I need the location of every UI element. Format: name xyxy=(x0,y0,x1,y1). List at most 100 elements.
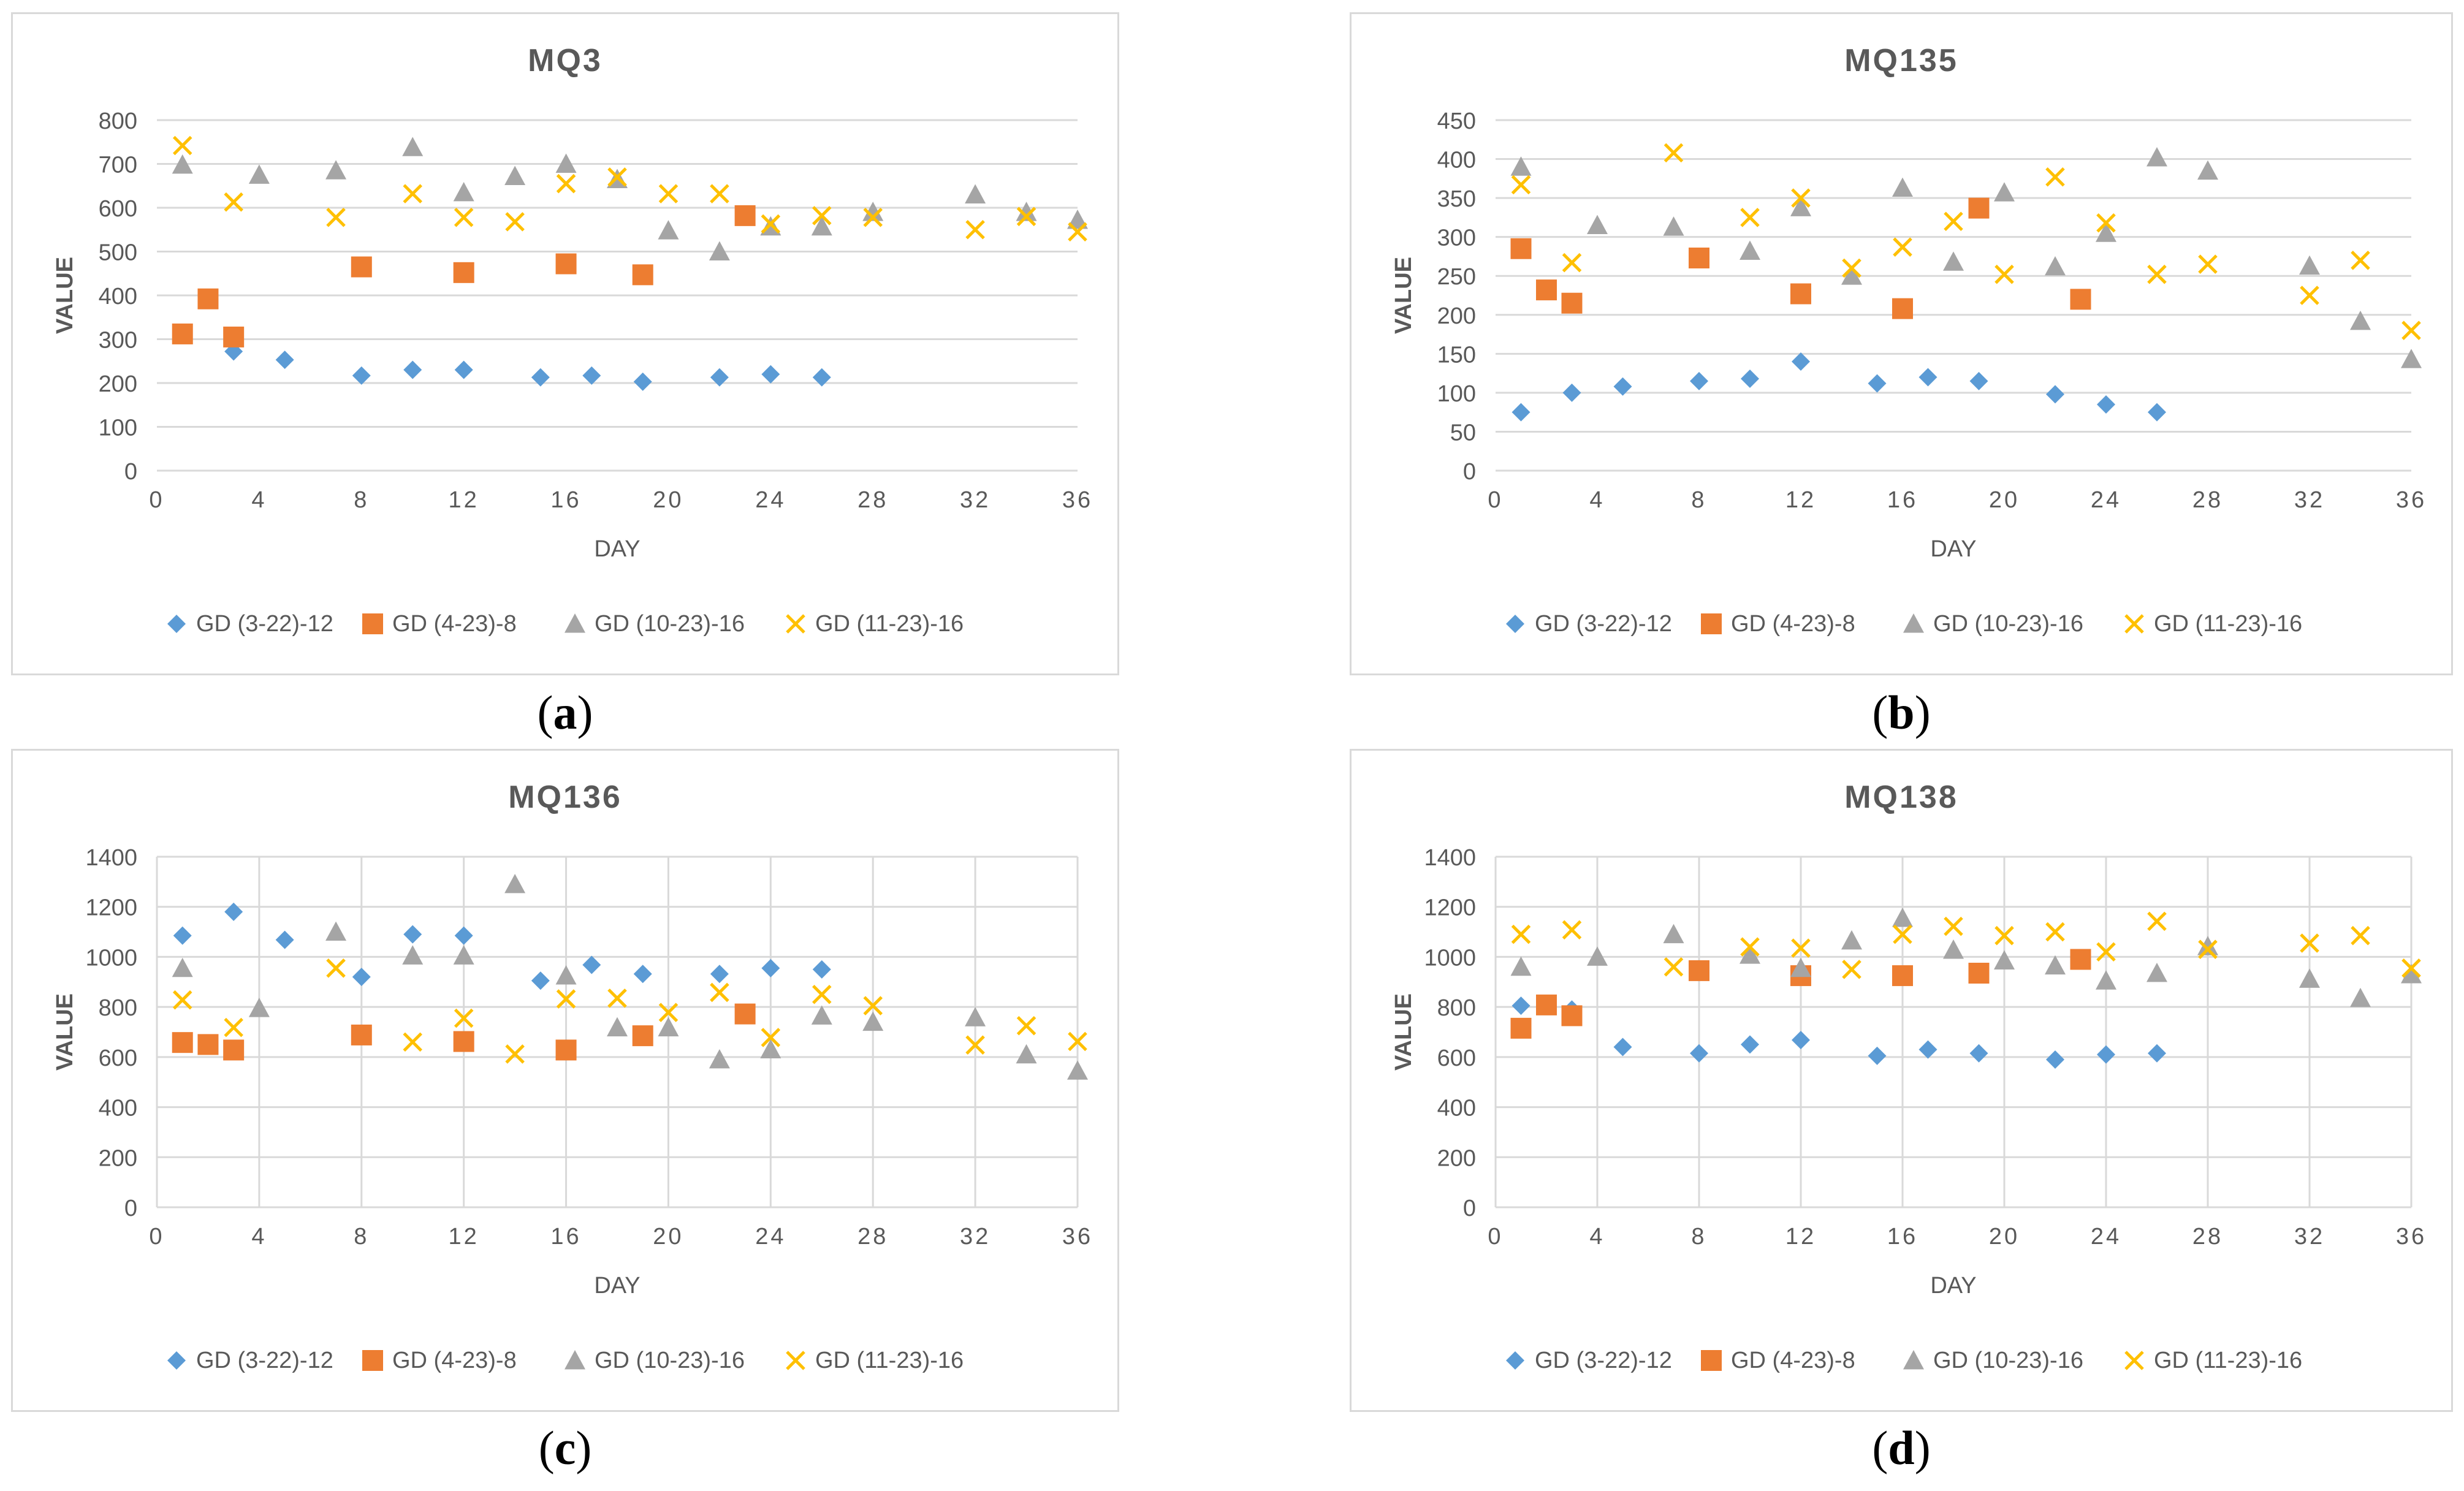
data-point xyxy=(172,323,193,344)
y-tick-label: 200 xyxy=(1437,303,1476,329)
data-point xyxy=(710,982,729,1003)
y-tick-label: 800 xyxy=(1437,995,1476,1021)
data-point xyxy=(1969,371,1988,390)
legend-entry: GD (11-23)-16 xyxy=(786,611,964,637)
data-point xyxy=(224,902,243,921)
data-point xyxy=(505,1044,525,1064)
data-point xyxy=(2045,922,2065,942)
data-point xyxy=(1016,1016,1036,1036)
data-point xyxy=(453,181,474,202)
data-point xyxy=(531,971,550,990)
caption-c: (c) xyxy=(538,1421,592,1474)
data-point xyxy=(2096,213,2116,233)
data-point xyxy=(2146,147,2167,167)
legend-label: GD (11-23)-16 xyxy=(815,1348,964,1373)
x-tick-label: 4 xyxy=(1589,487,1605,513)
data-point xyxy=(275,351,294,370)
y-tick-label: 200 xyxy=(1437,1145,1476,1171)
series-gd-10-23-16 xyxy=(172,873,1088,1080)
data-point xyxy=(1969,1044,1988,1063)
data-point xyxy=(1842,960,1861,979)
y-tick-label: 1200 xyxy=(1424,895,1476,921)
legend-marker xyxy=(2124,614,2144,634)
data-point xyxy=(1613,377,1632,396)
data-point xyxy=(1689,247,1709,268)
data-point xyxy=(1741,1035,1759,1054)
legend-marker xyxy=(2124,1351,2144,1370)
data-point xyxy=(352,968,371,987)
x-tick-label: 24 xyxy=(755,1224,786,1250)
data-point xyxy=(1664,957,1684,977)
data-point xyxy=(2350,310,2371,330)
data-point xyxy=(761,1028,781,1047)
legend-marker xyxy=(786,1351,805,1370)
data-point xyxy=(1587,214,1608,235)
data-point xyxy=(2351,925,2370,946)
series-gd-3-22-12 xyxy=(173,902,831,990)
data-point xyxy=(172,154,193,174)
data-point xyxy=(1892,908,1913,927)
data-point xyxy=(2198,254,2218,274)
x-tick-label: 12 xyxy=(1785,1224,1816,1250)
legend-entry: GD (10-23)-16 xyxy=(565,1348,745,1373)
legend-entry: GD (11-23)-16 xyxy=(2124,1348,2302,1373)
data-point xyxy=(1842,258,1861,278)
y-tick-label: 200 xyxy=(99,371,137,397)
series-gd-11-23-16 xyxy=(1511,143,2421,340)
data-point xyxy=(2045,167,2065,187)
data-point xyxy=(2147,264,2167,284)
data-point xyxy=(173,926,192,945)
legend-label: GD (10-23)-16 xyxy=(1933,611,2083,637)
data-point xyxy=(505,212,525,232)
series-gd-11-23-16 xyxy=(1511,911,2421,979)
data-point xyxy=(1893,924,1912,944)
series-gd-3-22-12 xyxy=(1511,352,2166,422)
data-point xyxy=(352,366,371,385)
legend-entry: GD (3-22)-12 xyxy=(1506,611,1672,637)
data-point xyxy=(197,1034,219,1055)
y-tick-label: 450 xyxy=(1437,108,1476,134)
data-point xyxy=(710,965,729,984)
x-tick-label: 16 xyxy=(1887,487,1918,513)
data-point xyxy=(2148,1044,2166,1063)
data-point xyxy=(1690,371,1708,390)
data-point xyxy=(965,184,986,203)
chart-mq136: MQ136 0 200 400 600 800 1000 1200 1400 0 4 8 12 16 20 2… xyxy=(11,749,1119,1412)
data-point xyxy=(402,137,424,156)
data-point xyxy=(761,214,781,234)
legend-marker xyxy=(167,615,186,633)
x-tick-label: 32 xyxy=(2294,1224,2325,1250)
legend-entry: GD (3-22)-12 xyxy=(167,611,333,637)
data-point xyxy=(2146,962,2167,982)
legend-label: GD (10-23)-16 xyxy=(595,611,745,637)
data-point xyxy=(2096,970,2116,990)
data-point xyxy=(710,184,729,203)
y-tick-label: 1400 xyxy=(1424,845,1476,871)
x-tick-label: 8 xyxy=(354,487,369,513)
data-point xyxy=(275,930,294,949)
data-point xyxy=(223,1039,245,1061)
data-point xyxy=(710,368,729,387)
legend-entry: GD (10-23)-16 xyxy=(1903,1348,2083,1373)
legend-marker xyxy=(786,614,805,634)
x-tick-label: 12 xyxy=(449,487,479,513)
series-gd-11-23-16 xyxy=(172,135,1087,242)
data-point xyxy=(224,192,243,212)
series-gd-4-23-8 xyxy=(1510,197,2091,319)
data-point xyxy=(607,1017,628,1037)
y-axis-title: VALUE xyxy=(52,993,78,1071)
data-point xyxy=(197,288,219,309)
series-gd-10-23-16 xyxy=(172,137,1088,260)
x-tick-label: 24 xyxy=(755,487,786,513)
y-tick-label: 1400 xyxy=(85,845,137,871)
y-tick-label: 0 xyxy=(124,459,137,485)
data-point xyxy=(453,1031,474,1052)
y-tick-label: 300 xyxy=(99,328,137,354)
series-gd-10-23-16 xyxy=(1510,908,2422,1007)
legend-marker xyxy=(1903,1350,1924,1370)
data-point xyxy=(1511,175,1531,195)
data-point xyxy=(555,153,577,173)
data-point xyxy=(812,368,831,387)
y-tick-label: 350 xyxy=(1437,186,1476,212)
data-point xyxy=(1016,1044,1037,1064)
